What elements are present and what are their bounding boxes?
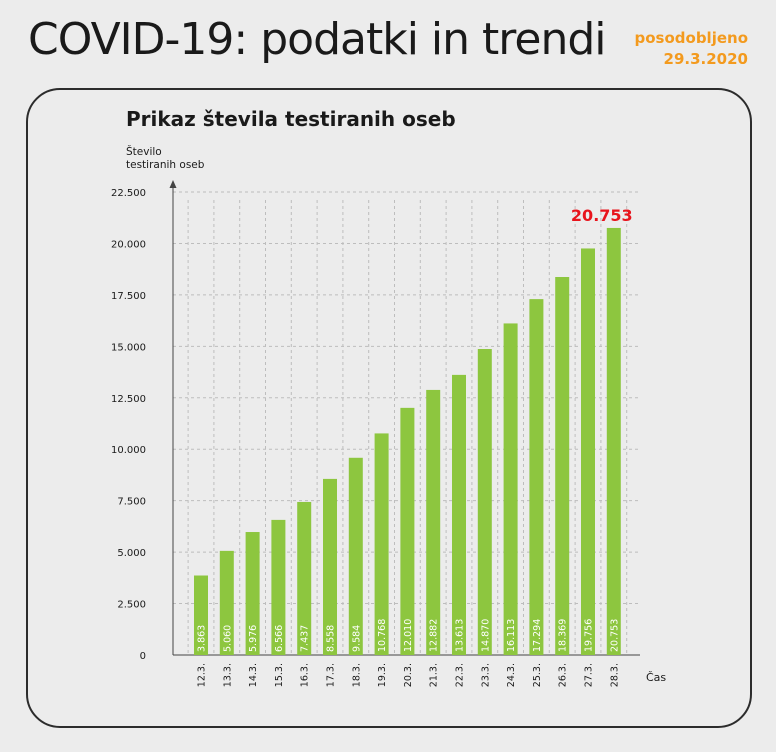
bar-value-label: 18.369 — [558, 619, 569, 652]
bar — [529, 299, 544, 655]
bar-value-label: 7.437 — [300, 625, 311, 652]
x-tick-label: 19.3. — [377, 663, 388, 687]
x-tick-label: 26.3. — [558, 663, 569, 687]
y-axis-title-line1: Število — [126, 145, 162, 158]
chart-card — [26, 88, 752, 728]
y-tick-label: 0 — [140, 651, 146, 662]
y-tick-label: 10.000 — [111, 445, 146, 456]
y-axis-arrow — [169, 180, 177, 188]
x-tick-label: 21.3. — [429, 663, 440, 687]
bar-value-label: 14.870 — [480, 619, 491, 652]
x-axis-title: Čas — [646, 671, 666, 684]
page-title: COVID-19: podatki in trendi — [28, 14, 606, 65]
bar — [555, 277, 570, 655]
x-tick-label: 27.3. — [584, 663, 595, 687]
bar-value-label: 20.753 — [609, 619, 620, 652]
bar-value-label: 10.768 — [377, 619, 388, 652]
y-tick-label: 22.500 — [111, 188, 146, 199]
updated-date: 29.3.2020 — [663, 50, 748, 68]
y-tick-label: 15.000 — [111, 342, 146, 353]
x-tick-label: 12.3. — [197, 663, 208, 687]
bar — [219, 550, 234, 655]
y-tick-label: 2.500 — [117, 600, 146, 611]
x-tick-label: 25.3. — [532, 663, 543, 687]
x-tick-label: 16.3. — [300, 663, 311, 687]
bar — [452, 374, 466, 655]
y-tick-label: 5.000 — [117, 548, 146, 559]
x-tick-label: 17.3. — [326, 663, 337, 687]
bar-value-label: 9.584 — [351, 625, 362, 652]
bar-value-label: 5.060 — [222, 625, 233, 652]
y-tick-label: 12.500 — [111, 394, 146, 405]
bar — [323, 478, 337, 655]
bar-value-label: 16.113 — [506, 619, 517, 652]
x-tick-label: 23.3. — [480, 663, 491, 687]
bar — [606, 227, 621, 655]
bar — [426, 389, 441, 655]
y-tick-label: 20.000 — [111, 239, 146, 250]
bar — [297, 501, 312, 655]
bar-value-label: 17.294 — [532, 619, 543, 652]
x-tick-label: 15.3. — [274, 663, 285, 687]
bar-value-label: 19.756 — [584, 619, 595, 652]
updated-info: posodobljeno 29.3.2020 — [635, 28, 749, 70]
bar-value-label: 6.566 — [274, 625, 285, 652]
bar-layer — [194, 227, 621, 655]
bar-value-label: 5.976 — [248, 625, 259, 652]
x-tick-label: 20.3. — [403, 663, 414, 687]
x-tick-label: 18.3. — [351, 663, 362, 687]
bar — [348, 457, 363, 655]
x-tick-label: 24.3. — [506, 663, 517, 687]
label-layer: 3.863 12.3. 5.060 13.3. 5.976 14.3. 6.566 15.3.… — [197, 206, 633, 687]
y-tick-label: 17.500 — [111, 291, 146, 302]
chart-title: Prikaz števila testiranih oseb — [126, 107, 456, 131]
bar — [400, 407, 415, 655]
bar — [194, 575, 208, 655]
y-axis-title-line2: testiranih oseb — [126, 159, 205, 171]
x-tick-label: 22.3. — [455, 663, 466, 687]
grid-layer — [173, 191, 640, 655]
x-tick-label: 13.3. — [222, 663, 233, 687]
bar-value-label: 13.613 — [455, 619, 466, 652]
bar — [477, 349, 492, 655]
highlight-value-label: 20.753 — [571, 206, 633, 225]
bar-value-label: 12.010 — [403, 619, 414, 652]
x-tick-label: 14.3. — [248, 663, 259, 687]
bar — [503, 323, 518, 655]
bar — [271, 519, 286, 655]
bar — [245, 532, 260, 655]
bar — [581, 248, 595, 655]
bar-value-label: 3.863 — [197, 625, 208, 652]
x-tick-label: 28.3. — [609, 663, 620, 687]
bar-value-label: 12.882 — [429, 619, 440, 652]
updated-label: posodobljeno — [634, 29, 749, 47]
bar — [374, 433, 389, 655]
y-tick-label: 7.500 — [117, 497, 146, 508]
bar-value-label: 8.558 — [326, 625, 337, 652]
